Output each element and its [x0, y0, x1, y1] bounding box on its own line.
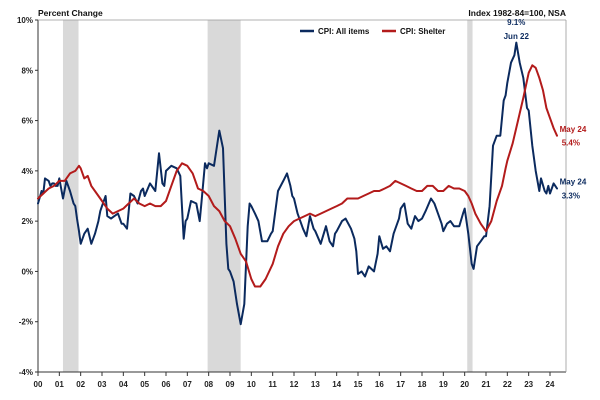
- x-tick-label: 09: [226, 380, 235, 389]
- series-line-cpi-shelter: [37, 64, 558, 288]
- x-tick-label: 16: [375, 380, 384, 389]
- legend: CPI: All items CPI: Shelter: [300, 27, 445, 36]
- x-tick-label: 02: [76, 380, 85, 389]
- annotation-5: 3.3%: [562, 192, 580, 201]
- x-tick-label: 13: [311, 380, 320, 389]
- x-tick-label: 21: [482, 380, 491, 389]
- x-tick-label: 17: [396, 380, 405, 389]
- y-tick-label: 10%: [17, 16, 33, 25]
- y-tick-label: 6%: [21, 117, 33, 126]
- x-tick-label: 11: [268, 380, 277, 389]
- annotation-2: May 24: [560, 125, 587, 134]
- x-tick-label: 04: [119, 380, 128, 389]
- x-tick-label: 06: [162, 380, 171, 389]
- x-tick-label: 20: [460, 380, 469, 389]
- y-tick-label: 8%: [21, 66, 33, 75]
- y-tick-label: 0%: [21, 267, 33, 276]
- x-tick-label: 22: [503, 380, 512, 389]
- axes: -4% -2% 0% 2% 4% 6% 8% 10% 00 01 02 03 04 05 06 07 08 09 1…: [17, 16, 567, 389]
- series-lines: [37, 41, 558, 326]
- y-tick-label: -2%: [19, 318, 33, 327]
- y-tick-label: 4%: [21, 167, 33, 176]
- legend-label-1: CPI: Shelter: [400, 27, 445, 36]
- annotations: 9.1% Jun 22 May 24 5.4% May 24 3.3%: [504, 18, 587, 200]
- recession-bands: [62, 20, 473, 372]
- x-tick-label: 01: [55, 380, 64, 389]
- annotation-0: 9.1%: [507, 18, 525, 27]
- x-tick-label: 19: [439, 380, 448, 389]
- x-tick-label: 12: [290, 380, 299, 389]
- annotation-3: 5.4%: [562, 139, 580, 148]
- x-tick-label: 23: [524, 380, 533, 389]
- annotation-1: Jun 22: [504, 32, 530, 41]
- x-tick-label: 00: [34, 380, 43, 389]
- y-tick-label: -4%: [19, 368, 33, 377]
- annotation-4: May 24: [560, 178, 587, 187]
- x-tick-label: 14: [332, 380, 341, 389]
- x-tick-label: 07: [183, 380, 192, 389]
- x-tick-label: 18: [418, 380, 427, 389]
- recession-band-2: [467, 20, 473, 372]
- x-tick-label: 15: [354, 380, 363, 389]
- y-tick-label: 2%: [21, 217, 33, 226]
- x-tick-label: 24: [546, 380, 555, 389]
- index-note: Index 1982-84=100, NSA: [468, 8, 566, 18]
- x-tick-label: 05: [140, 380, 149, 389]
- legend-label-0: CPI: All items: [318, 27, 370, 36]
- x-tick-label: 03: [98, 380, 107, 389]
- x-tick-label: 10: [247, 380, 256, 389]
- x-tick-label: 08: [204, 380, 213, 389]
- y-axis-title: Percent Change: [38, 8, 103, 18]
- series-line-cpi-all-items: [37, 41, 558, 326]
